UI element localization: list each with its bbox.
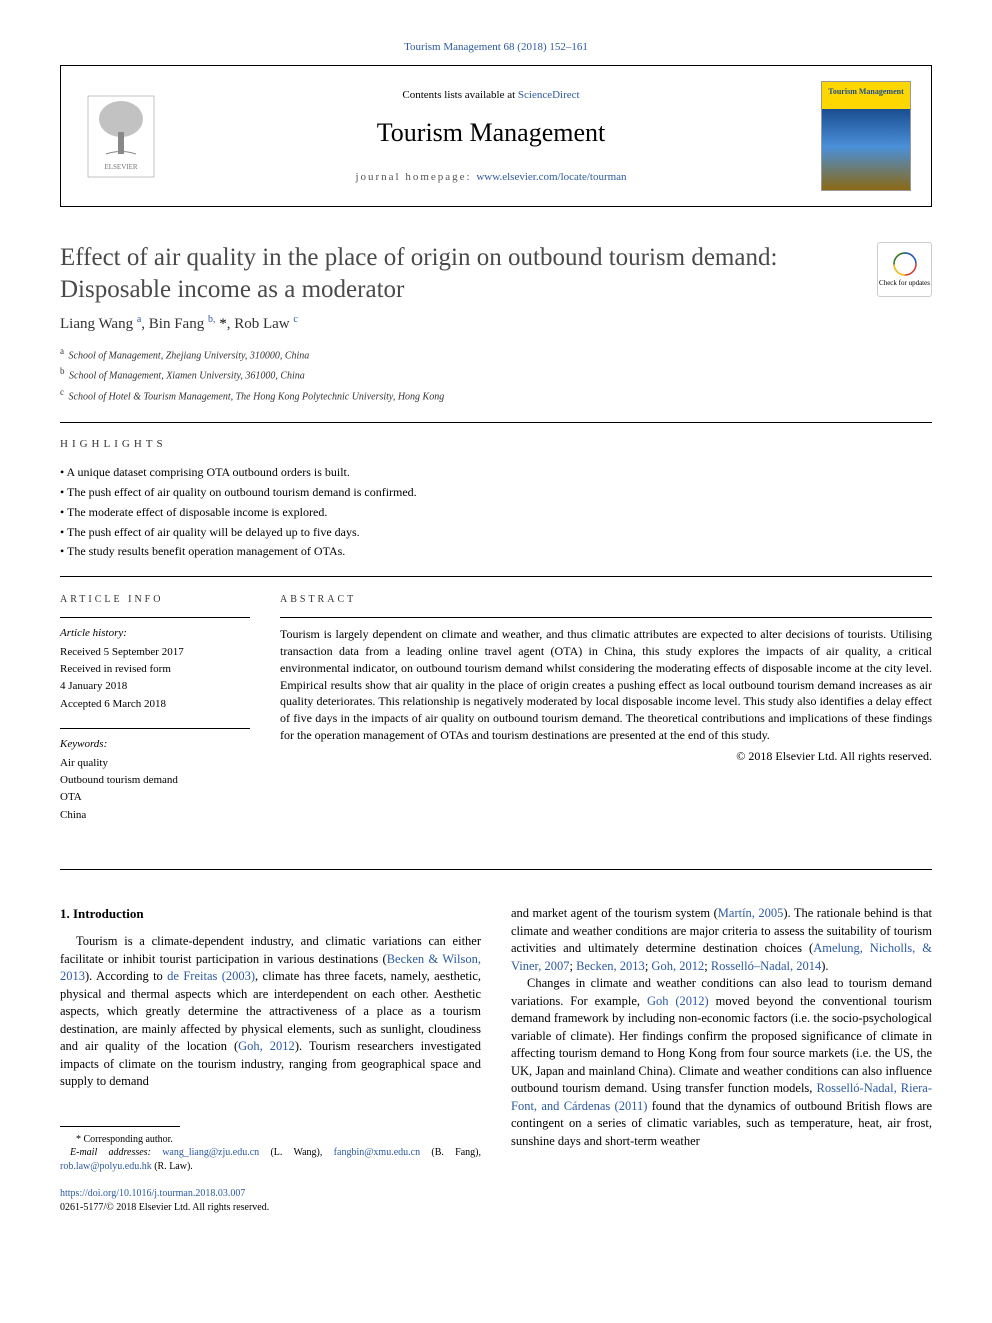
journal-header: ELSEVIER Contents lists available at Sci… (60, 65, 932, 207)
abstract-copyright: © 2018 Elsevier Ltd. All rights reserved… (280, 748, 932, 765)
intro-para-3: Changes in climate and weather condition… (511, 975, 932, 1150)
intro-heading: 1. Introduction (60, 905, 481, 923)
article-title: Effect of air quality in the place of or… (60, 242, 877, 305)
highlight-item: A unique dataset comprising OTA outbound… (60, 464, 932, 481)
left-column: 1. Introduction Tourism is a climate-dep… (60, 905, 481, 1214)
rule (60, 869, 932, 870)
footnotes: * Corresponding author. E-mail addresses… (60, 1133, 481, 1174)
highlight-item: The push effect of air quality will be d… (60, 524, 932, 541)
homepage-link[interactable]: www.elsevier.com/locate/tourman (476, 171, 626, 183)
history-label: Article history: (60, 626, 250, 641)
contents-available-text: Contents lists available at ScienceDirec… (161, 88, 821, 103)
abstract-text: Tourism is largely dependent on climate … (280, 617, 932, 744)
highlights-list: A unique dataset comprising OTA outbound… (60, 464, 932, 560)
journal-name: Tourism Management (161, 115, 821, 151)
footer-info: https://doi.org/10.1016/j.tourman.2018.0… (60, 1187, 481, 1214)
rule (60, 576, 932, 577)
affiliation: b School of Management, Xiamen Universit… (60, 365, 932, 383)
keywords-label: Keywords: (60, 737, 250, 752)
article-history: Article history: Received 5 September 20… (60, 617, 250, 712)
ref-link[interactable]: Martín, 2005 (718, 906, 784, 920)
keywords-block: Keywords: Air quality Outbound tourism de… (60, 728, 250, 823)
publisher-logo: ELSEVIER (81, 91, 161, 181)
rule (60, 422, 932, 423)
journal-homepage: journal homepage: www.elsevier.com/locat… (161, 170, 821, 185)
ref-link[interactable]: Goh, 2012 (238, 1039, 295, 1053)
sciencedirect-link[interactable]: ScienceDirect (518, 89, 580, 101)
doi-link[interactable]: https://doi.org/10.1016/j.tourman.2018.0… (60, 1187, 481, 1201)
email-addresses: E-mail addresses: wang_liang@zju.edu.cn … (60, 1146, 481, 1173)
article-info: ARTICLE INFO Article history: Received 5… (60, 593, 250, 839)
article-info-heading: ARTICLE INFO (60, 593, 250, 607)
email-link[interactable]: fangbin@xmu.edu.cn (334, 1147, 420, 1158)
footnote-rule (60, 1126, 180, 1127)
history-line: Received in revised form (60, 662, 250, 677)
journal-cover: Tourism Management (821, 81, 911, 191)
contents-prefix: Contents lists available at (402, 89, 517, 101)
highlight-item: The moderate effect of disposable income… (60, 504, 932, 521)
corresponding-author: * Corresponding author. (60, 1133, 481, 1147)
ref-link[interactable]: de Freitas (2003) (167, 969, 255, 983)
right-column: and market agent of the tourism system (… (511, 905, 932, 1214)
intro-para-1: Tourism is a climate-dependent industry,… (60, 933, 481, 1091)
svg-text:ELSEVIER: ELSEVIER (104, 163, 137, 171)
ref-link[interactable]: Goh, 2012 (651, 959, 704, 973)
ref-link[interactable]: Becken, 2013 (576, 959, 645, 973)
check-updates-badge[interactable]: Check for updates (877, 242, 932, 297)
email-link[interactable]: wang_liang@zju.edu.cn (162, 1147, 259, 1158)
cover-title: Tourism Management (826, 86, 906, 97)
citation-link[interactable]: Tourism Management 68 (2018) 152–161 (60, 40, 932, 55)
history-line: Accepted 6 March 2018 (60, 697, 250, 712)
abstract: ABSTRACT Tourism is largely dependent on… (280, 593, 932, 839)
abstract-heading: ABSTRACT (280, 593, 932, 607)
keyword: Air quality (60, 756, 250, 771)
homepage-prefix: journal homepage: (355, 171, 476, 183)
history-line: 4 January 2018 (60, 679, 250, 694)
issn-copyright: 0261-5177/© 2018 Elsevier Ltd. All right… (60, 1201, 481, 1215)
keyword: OTA (60, 790, 250, 805)
ref-link[interactable]: Rosselló–Nadal, 2014 (711, 959, 821, 973)
keyword: Outbound tourism demand (60, 773, 250, 788)
history-line: Received 5 September 2017 (60, 645, 250, 660)
highlight-item: The push effect of air quality on outbou… (60, 484, 932, 501)
intro-para-2: and market agent of the tourism system (… (511, 905, 932, 975)
keyword: China (60, 808, 250, 823)
ref-link[interactable]: Goh (2012) (647, 994, 709, 1008)
affiliation: a School of Management, Zhejiang Univers… (60, 345, 932, 363)
affiliations: a School of Management, Zhejiang Univers… (60, 345, 932, 404)
highlight-item: The study results benefit operation mana… (60, 543, 932, 560)
elsevier-tree-icon: ELSEVIER (86, 94, 156, 179)
affiliation: c School of Hotel & Tourism Management, … (60, 386, 932, 404)
email-link[interactable]: rob.law@polyu.edu.hk (60, 1161, 152, 1172)
highlights-heading: HIGHLIGHTS (60, 437, 932, 452)
crossmark-icon (892, 251, 918, 277)
authors: Liang Wang a, Bin Fang b, *, Rob Law c (60, 313, 932, 335)
check-updates-label: Check for updates (879, 279, 930, 289)
